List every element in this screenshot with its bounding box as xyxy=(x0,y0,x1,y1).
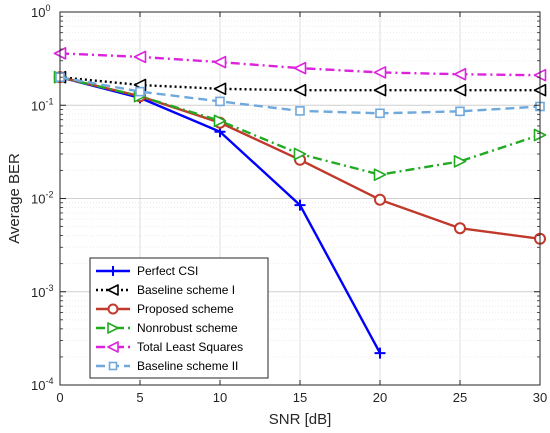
data-point xyxy=(293,61,307,75)
data-point xyxy=(373,168,387,181)
legend-box xyxy=(89,257,269,379)
data-point xyxy=(293,147,307,161)
legend-label: Perfect CSI xyxy=(137,264,198,278)
x-tick-label: 30 xyxy=(533,390,547,405)
legend-label: Total Least Squares xyxy=(137,340,243,354)
x-tick-label: 25 xyxy=(453,390,467,405)
data-point xyxy=(453,83,467,97)
series-layer xyxy=(53,47,547,359)
y-tick-label: 10-1 xyxy=(31,96,53,113)
legend-label: Baseline scheme I xyxy=(137,283,235,297)
legend-label: Baseline scheme II xyxy=(137,359,238,373)
y-tick-label: 100 xyxy=(31,3,50,20)
x-tick-label: 10 xyxy=(213,390,227,405)
data-point xyxy=(373,83,387,97)
data-point xyxy=(454,222,466,235)
legend-swatch-marker xyxy=(107,341,119,353)
legend-swatch-marker xyxy=(107,322,119,334)
data-point xyxy=(373,66,387,79)
legend-swatch-marker xyxy=(107,284,119,296)
data-point xyxy=(213,55,227,69)
legend-swatch-marker xyxy=(108,266,118,276)
axis-ticks: 0 5 10 15 20 25 30 10-4 10-3 10-2 10-1 100 xyxy=(31,3,547,405)
x-tick-label: 20 xyxy=(373,390,387,405)
data-point xyxy=(213,82,227,96)
legend-swatch-marker xyxy=(107,303,119,315)
x-tick-label: 15 xyxy=(293,390,307,405)
data-point xyxy=(375,108,385,119)
data-point xyxy=(294,199,306,211)
data-point xyxy=(293,83,307,97)
x-tick-label: 5 xyxy=(136,390,143,405)
data-point xyxy=(374,193,386,206)
y-tick-label: 10-2 xyxy=(31,190,53,207)
y-tick-label: 10-4 xyxy=(31,376,53,393)
y-tick-label: 10-3 xyxy=(31,283,53,300)
data-point xyxy=(213,114,227,128)
data-point xyxy=(133,50,147,64)
data-point xyxy=(295,106,305,116)
data-point xyxy=(374,347,386,359)
x-axis-label: SNR [dB] xyxy=(269,411,332,428)
legend: Perfect CSI Baseline scheme I Proposed sch… xyxy=(89,257,269,379)
data-point xyxy=(455,106,465,117)
y-axis-label: Average BER xyxy=(6,153,23,244)
legend-label: Proposed scheme xyxy=(137,302,234,316)
data-point xyxy=(215,96,225,107)
x-tick-label: 0 xyxy=(56,390,63,405)
data-point xyxy=(135,86,145,97)
data-point xyxy=(453,155,467,168)
legend-swatch-marker xyxy=(108,361,118,371)
legend-label: Nonrobust scheme xyxy=(137,321,238,335)
data-point xyxy=(453,67,467,81)
